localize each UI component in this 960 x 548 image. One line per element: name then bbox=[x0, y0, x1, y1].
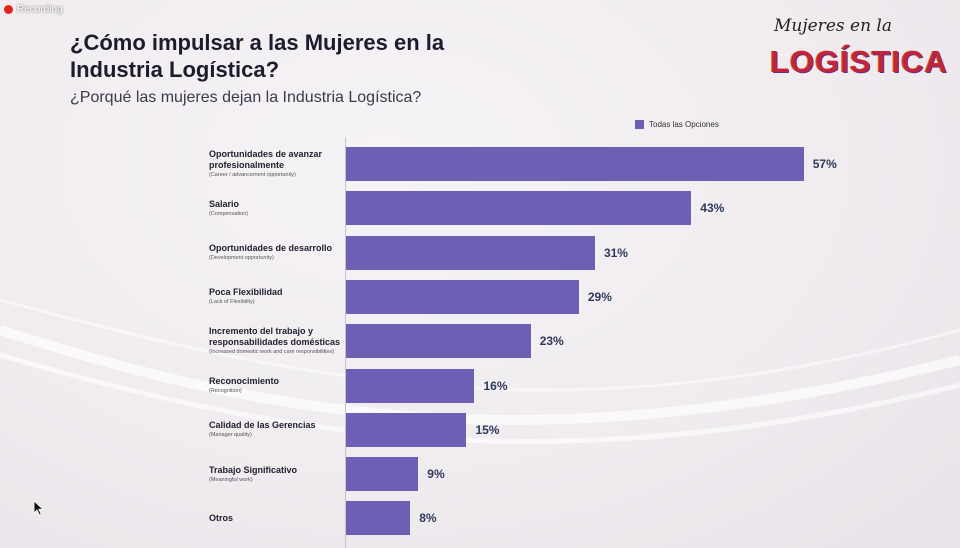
category-subtitle: (Compensation) bbox=[209, 210, 249, 217]
category-title: Oportunidades de avanzar profesionalment… bbox=[209, 149, 323, 170]
mouse-cursor-icon bbox=[33, 500, 45, 516]
recording-indicator: Recording bbox=[4, 4, 63, 15]
category-label: Oportunidades de desarrollo (Development … bbox=[209, 243, 344, 262]
bar bbox=[346, 368, 475, 403]
category-label: Otros bbox=[209, 513, 344, 524]
category-label: Poca Flexibilidad (Lack of Flexibility) bbox=[209, 287, 344, 306]
category-subtitle: (Meaningful work) bbox=[209, 476, 253, 483]
category-subtitle: (Increased domestic work and care respon… bbox=[209, 349, 335, 356]
category-title: Otros bbox=[209, 512, 234, 523]
category-label: Incremento del trabajo y responsabilidad… bbox=[209, 326, 344, 356]
category-title: Poca Flexibilidad bbox=[209, 287, 283, 298]
category-title: Reconocimiento bbox=[209, 376, 280, 386]
bar bbox=[346, 235, 595, 270]
category-subtitle: (Recognition) bbox=[209, 388, 242, 394]
category-label: Calidad de las Gerencias (Manager quality… bbox=[209, 420, 344, 439]
value-label: 57% bbox=[812, 157, 837, 171]
category-title: Oportunidades de desarrollo bbox=[209, 243, 333, 254]
logo-main-text: LOGÍSTICA bbox=[770, 44, 948, 79]
bar bbox=[346, 412, 467, 447]
recording-label: Recording bbox=[17, 4, 63, 15]
category-subtitle: (Lack of Flexibility) bbox=[209, 299, 255, 306]
record-icon bbox=[4, 5, 13, 14]
value-label: 15% bbox=[475, 422, 500, 437]
bar bbox=[346, 279, 579, 314]
bar bbox=[346, 147, 804, 181]
category-label: Trabajo Significativo (Meaningful work) bbox=[209, 465, 344, 484]
legend-label: Todas las Opciones bbox=[649, 120, 719, 129]
legend-swatch bbox=[635, 120, 644, 129]
category-subtitle: (Career / advancement opportunity) bbox=[209, 172, 296, 178]
category-subtitle: (Development opportunity) bbox=[209, 255, 274, 262]
category-title: Salario bbox=[209, 198, 240, 209]
category-label: Salario (Compensation) bbox=[209, 199, 344, 218]
value-label: 9% bbox=[427, 467, 445, 482]
value-label: 31% bbox=[603, 245, 628, 260]
value-label: 43% bbox=[700, 201, 725, 216]
logo-top-text: Mujeres en la bbox=[774, 16, 892, 36]
category-title: Trabajo Significativo bbox=[209, 464, 298, 475]
page-subtitle: ¿Porqué las mujeres dejan la Industria L… bbox=[70, 89, 422, 106]
category-label: Oportunidades de avanzar profesionalment… bbox=[209, 149, 344, 179]
category-title: Calidad de las Gerencias bbox=[209, 420, 316, 431]
page-title: ¿Cómo impulsar a las Mujeres en la Indus… bbox=[70, 30, 445, 82]
chart-axis bbox=[345, 137, 346, 548]
value-label: 16% bbox=[483, 378, 508, 393]
chart-legend: Todas las Opciones bbox=[635, 120, 719, 129]
bar bbox=[346, 501, 411, 536]
bar bbox=[346, 457, 419, 492]
category-label: Reconocimiento (Recognition) bbox=[209, 376, 344, 395]
value-label: 29% bbox=[587, 289, 612, 304]
bar bbox=[346, 191, 692, 226]
category-subtitle: (Manager quality) bbox=[209, 432, 252, 439]
value-label: 23% bbox=[539, 334, 564, 349]
category-title: Incremento del trabajo y responsabilidad… bbox=[209, 326, 341, 348]
brand-logo: Mujeres en la LOGÍSTICA bbox=[770, 12, 947, 82]
bar bbox=[346, 324, 531, 359]
value-label: 8% bbox=[419, 511, 437, 526]
